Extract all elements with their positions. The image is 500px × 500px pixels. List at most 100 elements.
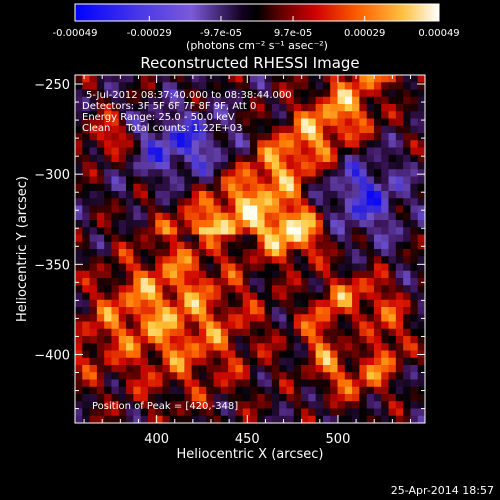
heatmap-cell [279, 147, 287, 156]
heatmap-cell [250, 234, 258, 243]
heatmap-cell [82, 176, 90, 185]
heatmap-cell [162, 336, 171, 344]
heatmap-cell [388, 104, 397, 112]
heatmap-cell [96, 205, 105, 214]
heatmap-cell [381, 176, 389, 185]
heatmap-cell [133, 96, 142, 105]
heatmap-cell [417, 415, 426, 424]
heatmap-cell [359, 249, 368, 257]
heatmap-cell [352, 82, 360, 90]
heatmap-cell [279, 191, 287, 199]
heatmap-cell [271, 408, 280, 417]
heatmap-cell [118, 133, 127, 141]
heatmap-cell [82, 227, 90, 235]
heatmap-cell [198, 386, 207, 395]
heatmap-cell [96, 415, 105, 424]
heatmap-cell [96, 372, 105, 380]
heatmap-cell [75, 198, 83, 206]
heatmap-cell [330, 104, 338, 112]
heatmap-cell [337, 307, 346, 315]
heatmap-cell [184, 212, 193, 221]
heatmap-cell [177, 292, 185, 301]
heatmap-cell [322, 191, 331, 199]
heatmap-cell [417, 125, 426, 134]
heatmap-cell [301, 343, 309, 351]
heatmap-cell [388, 154, 397, 163]
heatmap-cell [96, 125, 105, 134]
heatmap-cell [162, 75, 171, 83]
heatmap-cell [111, 147, 120, 156]
heatmap-cell [352, 321, 360, 330]
heatmap-cell [133, 328, 142, 337]
heatmap-cell [366, 162, 375, 170]
heatmap-cell [75, 241, 83, 250]
heatmap-cell [104, 357, 112, 366]
heatmap-cell [322, 140, 331, 148]
heatmap-cell [228, 227, 236, 235]
heatmap-cell [359, 241, 368, 250]
heatmap-cell [118, 299, 127, 308]
heatmap-cell [177, 96, 185, 105]
heatmap-cell [126, 401, 134, 409]
heatmap-cell [133, 147, 142, 156]
heatmap-cell [257, 111, 265, 119]
heatmap-cell [198, 314, 207, 322]
heatmap-cell [308, 82, 317, 90]
heatmap-cell [271, 379, 280, 388]
heatmap-cell [213, 133, 222, 141]
heatmap-cell [75, 328, 83, 337]
heatmap-cell [147, 328, 156, 337]
heatmap-cell [220, 234, 229, 243]
heatmap-cell [191, 350, 200, 359]
heatmap-cell [293, 162, 302, 170]
heatmap-cell [264, 365, 273, 373]
heatmap-cell [228, 125, 236, 134]
heatmap-cell [257, 263, 265, 272]
heatmap-cell [344, 357, 353, 366]
heatmap-cell [82, 307, 90, 315]
heatmap-cell [228, 278, 236, 286]
heatmap-cell [337, 299, 346, 308]
heatmap-cell [155, 241, 163, 250]
heatmap-cell [155, 307, 163, 315]
heatmap-cell [403, 75, 411, 83]
heatmap-cell [126, 350, 134, 359]
heatmap-cell [286, 372, 295, 380]
heatmap-cell [75, 140, 83, 148]
heatmap-cell [395, 386, 404, 395]
heatmap-cell [271, 415, 280, 424]
heatmap-cell [264, 241, 273, 250]
heatmap-cell [330, 183, 338, 192]
heatmap-cell [286, 314, 295, 322]
heatmap-cell [111, 162, 120, 170]
heatmap-cell [286, 154, 295, 163]
heatmap-cell [264, 249, 273, 257]
heatmap-cell [147, 212, 156, 221]
heatmap-cell [330, 401, 338, 409]
heatmap-cell [359, 292, 368, 301]
heatmap-cell [104, 307, 112, 315]
heatmap-cell [366, 75, 375, 83]
heatmap-cell [177, 299, 185, 308]
heatmap-cell [198, 415, 207, 424]
heatmap-cell [96, 386, 105, 395]
heatmap-cell [75, 147, 83, 156]
heatmap-cell [198, 104, 207, 112]
heatmap-cell [111, 241, 120, 250]
heatmap-cell [140, 212, 149, 221]
heatmap-cell [169, 357, 178, 366]
heatmap-cell [133, 249, 142, 257]
heatmap-cell [213, 314, 222, 322]
heatmap-cell [147, 227, 156, 235]
heatmap-cell [133, 118, 142, 127]
heatmap-cell [220, 227, 229, 235]
heatmap-cell [162, 162, 171, 170]
heatmap-cell [301, 285, 309, 293]
heatmap-cell [395, 299, 404, 308]
heatmap-cell [388, 357, 397, 366]
heatmap-cell [228, 249, 236, 257]
heatmap-cell [388, 386, 397, 395]
heatmap-cell [359, 104, 368, 112]
heatmap-cell [373, 314, 382, 322]
heatmap-cell [169, 350, 178, 359]
